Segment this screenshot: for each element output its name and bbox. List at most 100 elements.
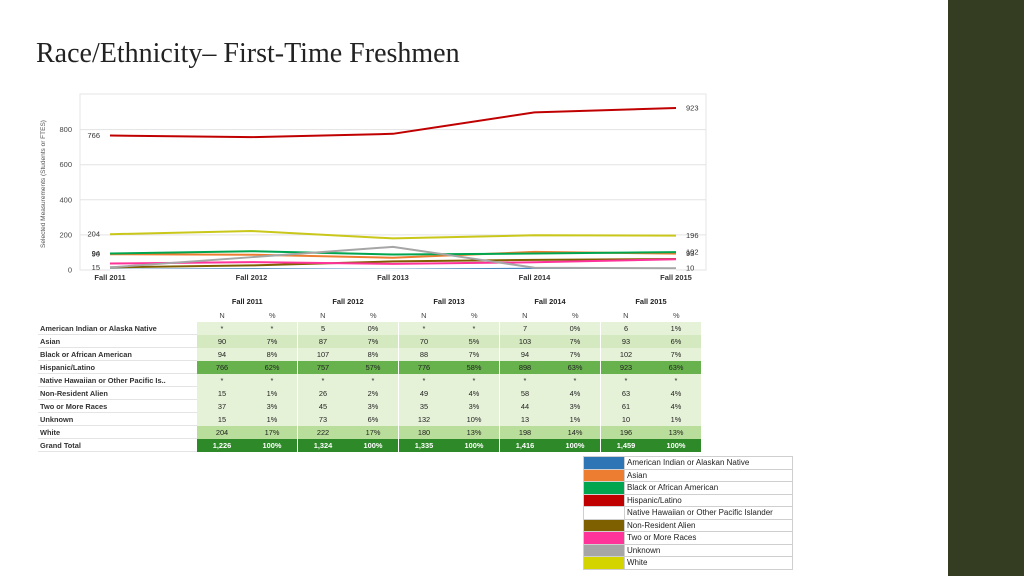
- table-row: Two or More Races 37 3% 45 3% 35 3% 44 3% 61 4%: [38, 399, 702, 413]
- table-cell: *: [550, 373, 601, 387]
- legend-item: Native Hawaiian or Other Pacific Islande…: [583, 506, 793, 520]
- table-cell: 62%: [247, 360, 298, 374]
- legend-swatch: [583, 531, 625, 545]
- table-cell: 70: [398, 334, 449, 348]
- table-cell: 1%: [651, 322, 702, 335]
- table-cell: 90: [197, 334, 247, 348]
- legend-label: Hispanic/Latino: [624, 493, 793, 507]
- y-tick-label: 200: [59, 230, 72, 239]
- legend-label: Asian: [624, 468, 793, 482]
- table-cell: *: [600, 373, 651, 387]
- table-cell: 6: [600, 322, 651, 335]
- table-row-label: Asian: [38, 334, 197, 348]
- data-label: 204: [87, 230, 100, 239]
- table-cell: 2%: [348, 386, 399, 400]
- table-cell: 1,416: [499, 438, 550, 452]
- data-label: 10: [686, 264, 694, 273]
- table-cell: 222: [297, 425, 348, 439]
- table-row: Hispanic/Latino 766 62% 757 57% 776 58% 898 63% 9…: [38, 360, 702, 374]
- table-cell: *: [449, 373, 500, 387]
- legend-swatch: [583, 556, 625, 570]
- table-cell: 10: [600, 412, 651, 426]
- x-tick-label: Fall 2014: [519, 273, 552, 282]
- table-row-label: White: [38, 425, 197, 439]
- enrollment-table: Fall 2011 Fall 2012 Fall 2013 Fall 2014 Fall…: [38, 294, 702, 452]
- legend-swatch: [583, 468, 625, 482]
- series-line-black-or-african-american: [109, 250, 677, 256]
- table-cell: *: [398, 373, 449, 387]
- table-cell: 93: [600, 334, 651, 348]
- table-subheader: %: [268, 310, 276, 320]
- table-cell: 776: [398, 360, 449, 374]
- table-row: Black or African American 94 8% 107 8% 88 7% 94…: [38, 347, 702, 361]
- table-cell: 7%: [247, 334, 298, 348]
- table-cell: 6%: [651, 334, 702, 348]
- table-year-header: Fall 2012: [332, 296, 364, 306]
- table-row: American Indian or Alaska Native * * 5 0% * * 7…: [38, 322, 702, 335]
- table-cell: *: [197, 373, 247, 387]
- y-tick-label: 400: [59, 195, 72, 204]
- table-cell: 100%: [348, 438, 399, 452]
- table-cell: 94: [499, 347, 550, 361]
- y-axis-label: Selected Measurements (Students or FTES): [40, 120, 47, 248]
- table-subheader: %: [672, 310, 680, 320]
- table-cell: 132: [398, 412, 449, 426]
- legend-item: White: [583, 556, 793, 570]
- table-row: Asian 90 7% 87 7% 70 5% 103 7% 93 6%: [38, 334, 702, 348]
- x-tick-label: Fall 2015: [660, 273, 692, 282]
- table-subheader: N: [421, 310, 427, 320]
- legend-item: Non-Resident Alien: [583, 518, 793, 532]
- legend-label: Black or African American: [624, 481, 793, 495]
- legend-label: Two or More Races: [624, 531, 793, 545]
- data-label: 94: [92, 249, 100, 258]
- line-chart: 0 200 400 600 800 Selected Measurements (Stud…: [40, 93, 707, 282]
- table-cell: 15: [197, 386, 247, 400]
- table-row-label: American Indian or Alaska Native: [38, 322, 197, 335]
- table-row-label: Two or More Races: [38, 399, 197, 413]
- table-cell: 87: [297, 334, 348, 348]
- table-cell: 0%: [348, 322, 399, 335]
- legend-swatch: [583, 543, 625, 557]
- data-label: 923: [686, 104, 699, 113]
- table-cell: 37: [197, 399, 247, 413]
- table-cell: 923: [600, 360, 651, 374]
- table-cell: 7%: [449, 347, 500, 361]
- table-cell: 0%: [550, 322, 601, 335]
- data-label: 93: [686, 249, 694, 258]
- table-cell: 4%: [651, 386, 702, 400]
- legend-label: Native Hawaiian or Other Pacific Islande…: [624, 506, 793, 520]
- table-cell: 5%: [449, 334, 500, 348]
- table-cell: 103: [499, 334, 550, 348]
- table-corner-cell: [38, 308, 197, 322]
- table-cell: *: [197, 322, 247, 335]
- table-cell: 7%: [550, 347, 601, 361]
- table-year-header: Fall 2011: [231, 296, 263, 306]
- table-cell: 13: [499, 412, 550, 426]
- legend-item: Asian: [583, 468, 793, 482]
- table-cell: 7: [499, 322, 550, 335]
- table-cell: *: [247, 322, 298, 335]
- series-line-two-or-more-races: [109, 258, 677, 265]
- table-cell: 1%: [247, 412, 298, 426]
- table-cell: 100%: [550, 438, 601, 452]
- series-line-non-resident-alien: [109, 257, 677, 269]
- decorative-side-band: [948, 0, 1024, 576]
- y-tick-label: 0: [68, 266, 72, 275]
- legend-swatch: [583, 506, 625, 520]
- table-cell: 57%: [348, 360, 399, 374]
- table-cell: 766: [197, 360, 247, 374]
- legend-label: Non-Resident Alien: [624, 518, 793, 532]
- table-cell: 1,226: [197, 438, 247, 452]
- data-label: 102: [686, 248, 699, 257]
- table-subheader: N: [522, 310, 528, 320]
- plot-area: [79, 93, 707, 271]
- series-line-hispanic-latino: [109, 107, 677, 139]
- table-cell: 8%: [348, 347, 399, 361]
- table-cell: 107: [297, 347, 348, 361]
- table-cell: 196: [600, 425, 651, 439]
- table-cell: 14%: [550, 425, 601, 439]
- table-row: Non-Resident Alien 15 1% 26 2% 49 4% 58 4% 63 4%: [38, 386, 702, 400]
- table-subheader: N: [320, 310, 326, 320]
- table-cell: 63%: [550, 360, 601, 374]
- table-cell: 94: [197, 347, 247, 361]
